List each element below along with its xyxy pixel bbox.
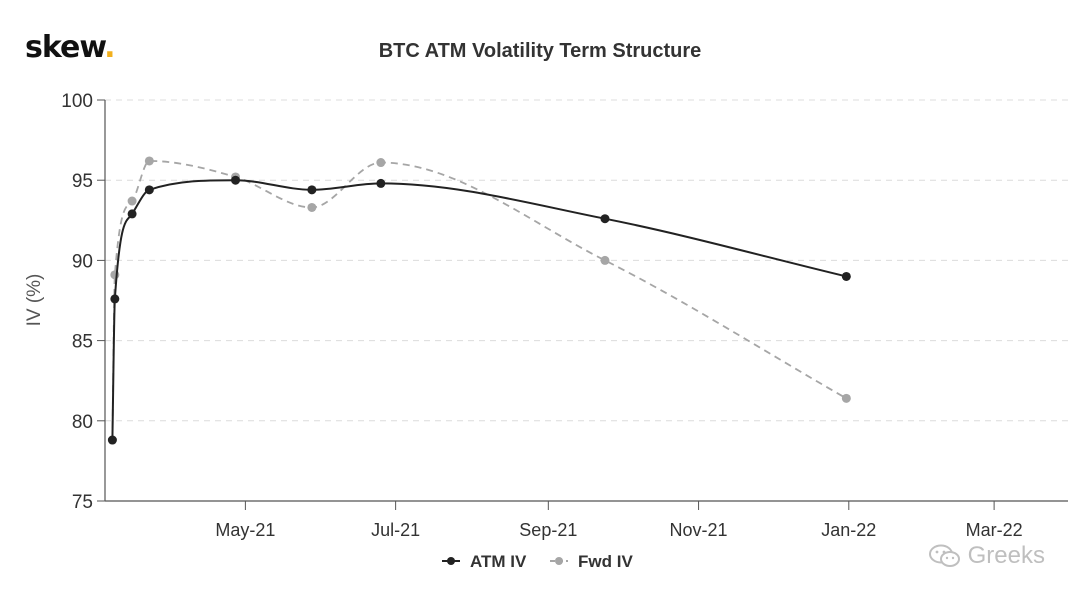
x-tick-label: May-21 xyxy=(215,520,275,540)
atm-iv-point xyxy=(600,214,610,224)
fwd-iv-point xyxy=(127,196,137,206)
y-axis-label: IV (%) xyxy=(24,274,45,327)
fwd-iv-point xyxy=(110,270,120,280)
y-tick-label: 85 xyxy=(72,332,93,353)
x-axis-ticks: May-21 Jul-21 Sep-21 Nov-21 Jan-22 Mar-22 xyxy=(215,501,1023,540)
y-tick-label: 95 xyxy=(72,171,93,192)
watermark-text: Greeks xyxy=(967,542,1045,569)
atm-iv-point xyxy=(107,435,117,445)
chart-title: BTC ATM Volatility Term Structure xyxy=(378,40,702,62)
wechat-bubble-icon xyxy=(928,544,960,567)
grid-lines xyxy=(105,99,1068,422)
y-axis-ticks: 75 80 85 90 95 100 xyxy=(61,91,105,513)
y-tick-label: 100 xyxy=(61,91,93,112)
y-tick-label: 75 xyxy=(72,492,93,513)
fwd-iv-point xyxy=(600,255,610,265)
atm-iv-point xyxy=(127,209,137,219)
axes xyxy=(104,100,1068,502)
atm-iv-point xyxy=(376,178,386,188)
y-tick-label: 90 xyxy=(72,251,93,272)
y-tick-label: 80 xyxy=(72,412,93,433)
atm-iv-point xyxy=(841,271,851,281)
x-tick-label: Sep-21 xyxy=(519,520,577,540)
x-tick-label: Jan-22 xyxy=(821,520,876,540)
fwd-iv-point xyxy=(144,156,154,166)
fwd-iv-point xyxy=(841,393,851,403)
fwd-iv-point xyxy=(307,202,317,212)
x-tick-label: Nov-21 xyxy=(670,520,728,540)
watermark: Greeks xyxy=(928,542,1045,570)
atm-iv-line xyxy=(111,179,847,441)
legend-atm-iv-marker xyxy=(447,557,455,565)
series-group xyxy=(107,156,851,445)
legend-fwd-iv-label: Fwd IV xyxy=(578,552,633,571)
fwd-iv-point xyxy=(376,158,386,168)
x-tick-label: Jul-21 xyxy=(371,520,420,540)
atm-iv-point xyxy=(307,185,317,195)
atm-iv-point xyxy=(231,175,241,185)
legend-fwd-iv-marker xyxy=(555,557,563,565)
legend: ATM IV Fwd IV xyxy=(442,552,633,571)
skew-logo: skew. xyxy=(25,30,116,65)
atm-iv-point xyxy=(144,185,154,195)
x-tick-label: Mar-22 xyxy=(966,520,1023,540)
fwd-iv-line xyxy=(111,160,847,441)
legend-atm-iv-label: ATM IV xyxy=(470,552,527,571)
atm-iv-point xyxy=(110,294,120,304)
